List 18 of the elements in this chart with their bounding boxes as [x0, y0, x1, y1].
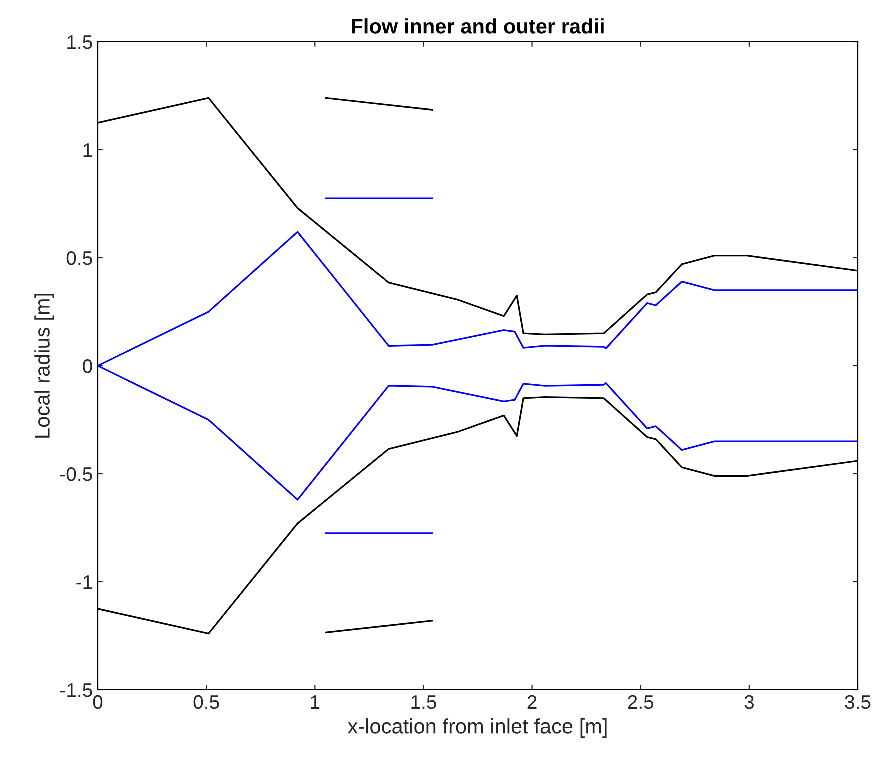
y-tick-label: 1 — [84, 144, 92, 158]
x-tick-label: 2 — [528, 695, 537, 709]
chart-title: Flow inner and outer radii — [352, 18, 604, 34]
y-tick-label: -0.5 — [60, 467, 92, 482]
y-axis-title: Local radius [m] — [34, 294, 54, 438]
y-tick-label: 0 — [83, 359, 92, 374]
y-tick-label: -1.5 — [60, 684, 92, 698]
y-tick-label: -1 — [76, 576, 92, 590]
y-tick-label: 0.5 — [66, 251, 92, 266]
x-tick-label: 1 — [311, 696, 320, 709]
x-tick-label: 3 — [744, 695, 754, 710]
x-tick-label: 0.5 — [194, 695, 220, 710]
x-tick-label: 1.5 — [412, 696, 436, 710]
y-tick-label: 1.5 — [68, 36, 92, 50]
x-tick-label: 2.5 — [628, 695, 654, 710]
x-tick-label: 3.5 — [845, 695, 871, 710]
x-axis-title: x-location from inlet face [m] — [348, 718, 607, 738]
x-tick-label: 0 — [93, 695, 103, 710]
